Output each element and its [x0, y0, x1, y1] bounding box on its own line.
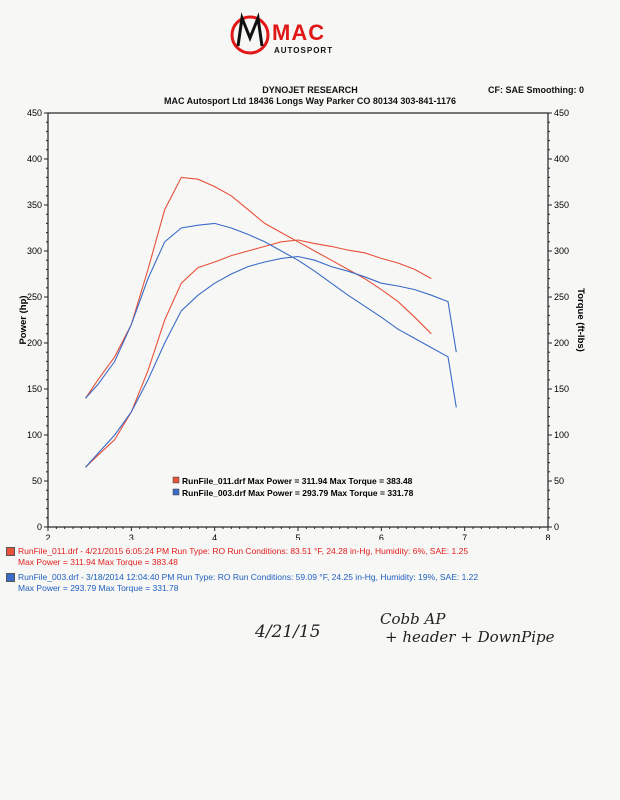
y-tick-label-left: 350 — [27, 200, 42, 210]
run-003-max: Max Power = 293.79 Max Torque = 331.78 — [18, 583, 179, 593]
y-axis-label-right: Torque (ft-lbs) — [575, 288, 586, 352]
y-tick-label-left: 200 — [27, 338, 42, 348]
run-003-details: RunFile_003.drf - 3/18/2014 12:04:40 PM … — [18, 572, 479, 582]
handwritten-note-1: Cobb AP — [380, 610, 446, 628]
x-tick-label: 8 — [545, 533, 550, 540]
y-axis-label-left: Power (hp) — [18, 295, 29, 344]
y-tick-label-left: 0 — [37, 522, 42, 532]
y-tick-label-right: 100 — [554, 430, 569, 440]
y-tick-label-right: 50 — [554, 476, 564, 486]
handwritten-date: 4/21/15 — [255, 622, 321, 642]
run-011-details: RunFile_011.drf - 4/21/2015 6:05:24 PM R… — [18, 546, 469, 556]
handwritten-note-2: + header + DownPipe — [385, 628, 555, 646]
legend-entry: RunFile_003.drf Max Power = 293.79 Max T… — [182, 488, 414, 498]
y-tick-label-right: 0 — [554, 522, 559, 532]
y-tick-label-left: 300 — [27, 246, 42, 256]
mac-autosport-logo: MAC AUTOSPORT — [230, 6, 365, 64]
legend-swatch — [172, 488, 180, 496]
y-tick-label-left: 450 — [27, 108, 42, 118]
logo-sub: AUTOSPORT — [274, 46, 334, 55]
x-tick-label: 6 — [379, 533, 384, 540]
x-tick-label: 4 — [212, 533, 217, 540]
series-line-torque — [85, 222, 457, 408]
y-tick-label-left: 50 — [32, 476, 42, 486]
x-tick-label: 3 — [129, 533, 134, 540]
report-subtitle: MAC Autosport Ltd 18436 Longs Way Parker… — [164, 96, 456, 106]
run-003-swatch — [6, 573, 15, 583]
y-tick-label-right: 250 — [554, 292, 569, 302]
run-011-max: Max Power = 311.94 Max Torque = 383.48 — [18, 557, 178, 567]
series-line-torque — [85, 176, 432, 399]
x-tick-label: 5 — [295, 533, 300, 540]
legend-swatch — [172, 476, 180, 484]
run-info-011: RunFile_011.drf - 4/21/2015 6:05:24 PM R… — [6, 546, 469, 557]
y-tick-label-right: 350 — [554, 200, 569, 210]
y-tick-label-left: 400 — [27, 154, 42, 164]
y-tick-label-right: 200 — [554, 338, 569, 348]
series-line-power — [85, 239, 432, 468]
y-tick-label-left: 250 — [27, 292, 42, 302]
x-tick-label: 2 — [45, 533, 50, 540]
y-tick-label-left: 150 — [27, 384, 42, 394]
series-line-power — [85, 255, 457, 468]
logo-emblem-icon — [230, 12, 270, 55]
y-tick-label-right: 300 — [554, 246, 569, 256]
logo-brand: MAC — [272, 20, 326, 45]
y-tick-label-right: 400 — [554, 154, 569, 164]
run-info-003: RunFile_003.drf - 3/18/2014 12:04:40 PM … — [6, 572, 479, 583]
y-tick-label-right: 150 — [554, 384, 569, 394]
correction-factor: CF: SAE Smoothing: 0 — [488, 85, 584, 95]
x-tick-label: 7 — [462, 533, 467, 540]
y-tick-label-right: 450 — [554, 108, 569, 118]
dyno-chart: 0 0 50 50 100 100 150 150 200 200 250 250 300 300 350 3… — [18, 108, 586, 540]
plot-frame — [47, 112, 549, 528]
legend-entry: RunFile_011.drf Max Power = 311.94 Max T… — [182, 476, 413, 486]
run-011-swatch — [6, 547, 15, 557]
report-title: DYNOJET RESEARCH — [262, 85, 358, 95]
y-tick-label-left: 100 — [27, 430, 42, 440]
